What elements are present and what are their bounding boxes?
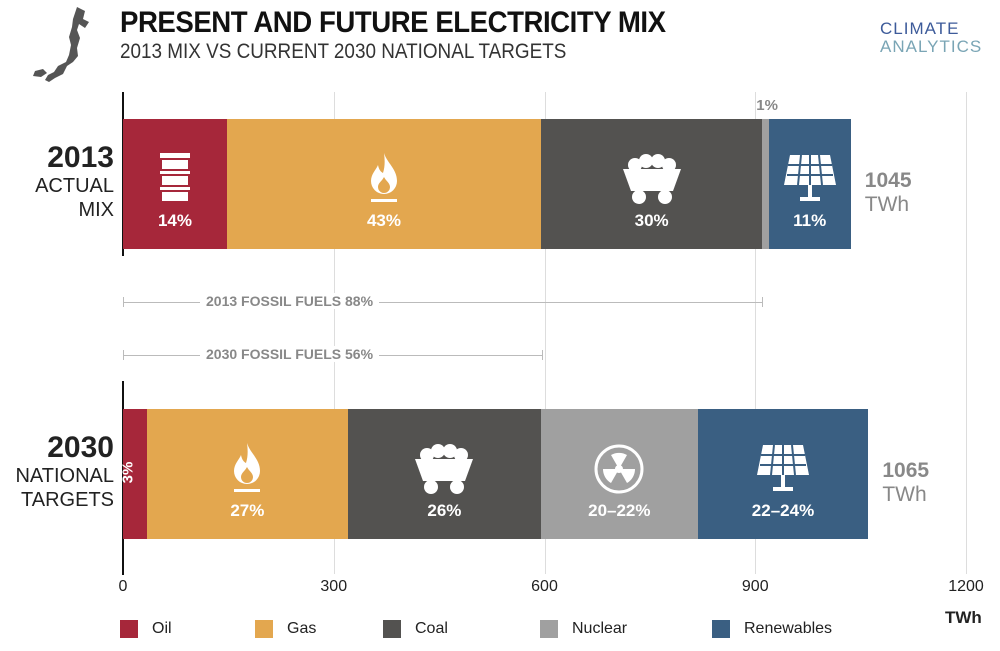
solar-panel-icon bbox=[755, 443, 811, 500]
segment-label: 22–24% bbox=[751, 501, 815, 520]
segment-label: 30% bbox=[634, 211, 669, 230]
segment-label: 11% bbox=[793, 211, 827, 230]
legend-label: Nuclear bbox=[572, 620, 628, 637]
total-unit: TWh bbox=[882, 483, 927, 506]
legend-label: Renewables bbox=[744, 620, 833, 637]
gridline bbox=[333, 92, 335, 574]
legend-swatch bbox=[383, 620, 401, 638]
legend-swatch bbox=[712, 620, 730, 638]
segment-label: 20–22% bbox=[588, 501, 651, 520]
bar-segment-coal: 26% bbox=[347, 409, 541, 539]
chart-subtitle: 2013 MIX VS CURRENT 2030 NATIONAL TARGET… bbox=[120, 40, 567, 63]
coal-cart-icon bbox=[621, 153, 683, 210]
row-total: 1065 TWh bbox=[882, 459, 929, 507]
legend-swatch bbox=[540, 620, 558, 638]
total-unit: TWh bbox=[864, 193, 910, 216]
gridline bbox=[966, 92, 967, 574]
flame-icon bbox=[369, 153, 399, 208]
row-sub1: NATIONAL bbox=[15, 465, 114, 487]
legend-label: Gas bbox=[287, 620, 317, 637]
row-sub2: TARGETS bbox=[21, 489, 114, 511]
climate-analytics-logo: CLIMATE ANALYTICS bbox=[880, 20, 982, 56]
row-year: 2013 bbox=[47, 141, 114, 174]
fossil-bracket-2013: 2013 FOSSIL FUELS 88% bbox=[123, 293, 763, 309]
legend-swatch bbox=[255, 620, 273, 638]
x-axis-unit: TWh bbox=[945, 608, 982, 627]
total-value: 1045 bbox=[864, 169, 912, 192]
bar-segment-oil: 3% bbox=[119, 409, 147, 539]
row-sub2: MIX bbox=[78, 199, 114, 221]
japan-map-icon bbox=[33, 7, 89, 82]
bar-segment-nuclear bbox=[762, 119, 769, 249]
bar-segment-coal: 30% bbox=[540, 119, 763, 249]
segment-label: 26% bbox=[427, 501, 462, 520]
total-value: 1065 bbox=[882, 459, 930, 482]
x-tick-label: 1200 bbox=[948, 578, 984, 595]
legend-item-coal: Coal bbox=[383, 620, 448, 638]
segment-label: 3% bbox=[119, 461, 137, 484]
x-tick-label: 300 bbox=[320, 578, 348, 595]
legend-item-nuclear: Nuclear bbox=[540, 620, 627, 638]
solar-panel-icon bbox=[782, 153, 838, 210]
gridline bbox=[544, 92, 546, 574]
legend-item-oil: Oil bbox=[120, 620, 172, 638]
bar-segment-renewables: 11% bbox=[768, 119, 851, 249]
gridline bbox=[755, 92, 757, 574]
logo-line2: ANALYTICS bbox=[880, 37, 983, 56]
segment-label: 43% bbox=[366, 211, 401, 230]
row-sub1: ACTUAL bbox=[35, 175, 114, 197]
legend-item-renewables: Renewables bbox=[712, 620, 832, 638]
segment-label: 1% bbox=[756, 97, 778, 114]
row-year: 2030 bbox=[47, 431, 114, 464]
x-tick-label: 600 bbox=[531, 578, 558, 595]
legend-label: Coal bbox=[415, 620, 448, 637]
legend-swatch bbox=[120, 620, 138, 638]
fossil-bracket-2030: 2030 FOSSIL FUELS 56% bbox=[123, 346, 543, 362]
bar-segment-nuclear: 20–22% bbox=[540, 409, 698, 539]
fossil-label-2030: 2030 FOSSIL FUELS 56% bbox=[200, 346, 380, 362]
legend-label: Oil bbox=[152, 620, 172, 637]
oil-barrel-icon bbox=[158, 153, 192, 206]
bar-segment-gas: 27% bbox=[146, 409, 348, 539]
bar-segment-oil: 14% bbox=[123, 119, 227, 249]
row-label-2013: 2013 ACTUAL MIX bbox=[10, 142, 114, 222]
radiation-icon bbox=[593, 443, 645, 500]
x-tick-label: 0 bbox=[118, 578, 128, 595]
coal-cart-icon bbox=[413, 443, 475, 500]
x-tick-label: 900 bbox=[741, 578, 769, 595]
row-total: 1045 TWh bbox=[865, 169, 912, 217]
legend-item-gas: Gas bbox=[255, 620, 316, 638]
bar-segment-gas: 43% bbox=[226, 119, 541, 249]
fossil-label-2013: 2013 FOSSIL FUELS 88% bbox=[200, 293, 380, 309]
logo-line1: CLIMATE bbox=[880, 19, 960, 38]
bar-segment-renewables: 22–24% bbox=[697, 409, 869, 539]
chart-title: PRESENT AND FUTURE ELECTRICITY MIX bbox=[120, 6, 666, 39]
segment-label: 27% bbox=[230, 501, 265, 520]
flame-icon bbox=[232, 443, 262, 498]
row-label-2030: 2030 NATIONAL TARGETS bbox=[0, 432, 114, 512]
segment-label: 14% bbox=[157, 211, 192, 230]
